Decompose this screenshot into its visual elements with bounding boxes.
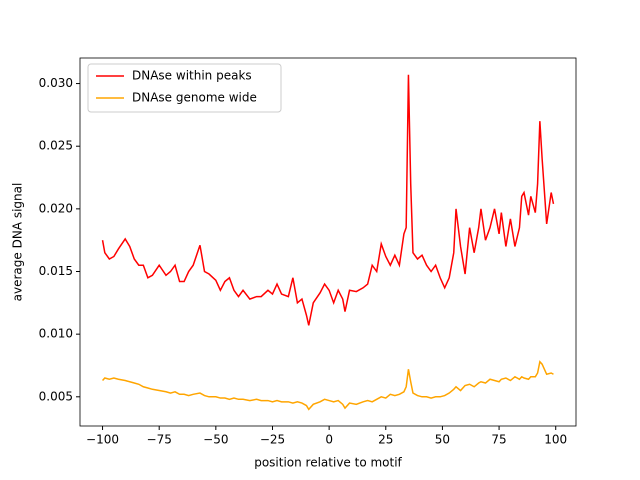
data-line (101, 74, 555, 326)
x-tick-label: −100 (86, 433, 119, 447)
x-tick-label: −25 (260, 433, 285, 447)
legend-label: DNAse within peaks (132, 69, 252, 83)
x-tick-label: 75 (491, 433, 506, 447)
x-tick-label: 25 (378, 433, 393, 447)
x-axis-label: position relative to motif (254, 456, 402, 470)
y-tick-label: 0.005 (39, 389, 73, 403)
x-tick-label: −75 (147, 433, 172, 447)
x-tick-label: 0 (325, 433, 333, 447)
x-tick-label: 100 (544, 433, 567, 447)
legend-box (87, 63, 282, 113)
axes-frame (79, 57, 577, 427)
data-line (101, 360, 554, 411)
y-tick-label: 0.020 (39, 201, 73, 215)
y-axis-label: average DNA signal (11, 183, 25, 302)
y-tick-label: 0.015 (39, 264, 73, 278)
x-tick-label: 50 (435, 433, 450, 447)
y-tick-label: 0.010 (39, 327, 73, 341)
y-tick-label: 0.025 (39, 139, 73, 153)
y-tick-label: 0.030 (39, 76, 73, 90)
x-tick-label: −50 (203, 433, 228, 447)
legend-label: DNAse genome wide (132, 91, 257, 105)
